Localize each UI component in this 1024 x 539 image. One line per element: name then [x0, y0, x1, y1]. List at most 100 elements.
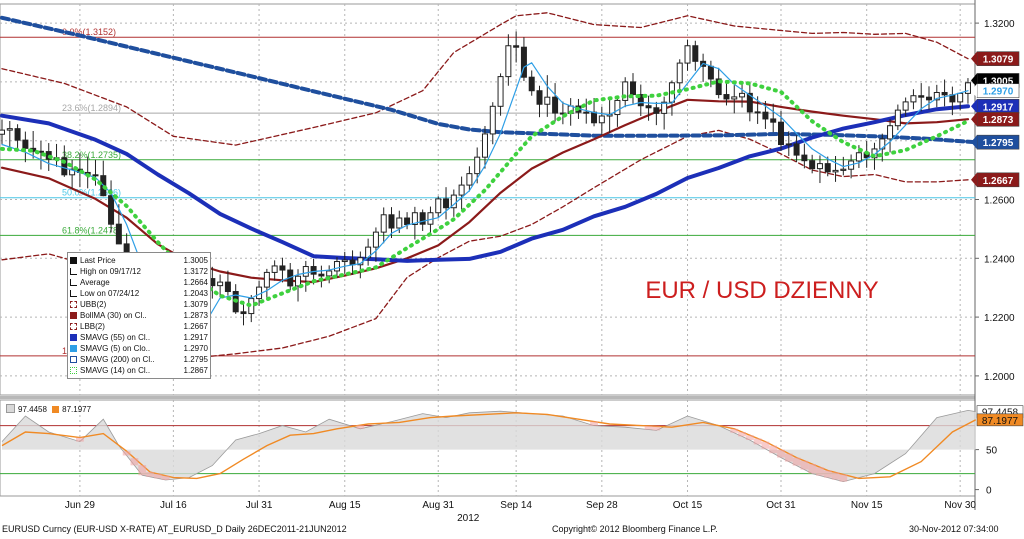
legend-value: 1.2970 — [183, 344, 208, 353]
candle-body — [92, 174, 99, 177]
legend-label: SMAVG (55) on Cl.. — [80, 333, 151, 342]
price-tag-arrow — [971, 135, 977, 150]
oscillator-area-gray — [2, 410, 976, 482]
footer-security-info: EURUSD Curncy (EUR-USD X-RATE) AT_EURUSD… — [2, 524, 347, 534]
candle-body — [411, 212, 418, 225]
price-tag-label: 1.2970 — [983, 87, 1014, 98]
candle-body — [474, 156, 481, 175]
legend-value: 1.2917 — [183, 333, 208, 342]
candle-body — [855, 152, 862, 162]
legend-label: Last Price — [80, 256, 116, 265]
oscillator-tick-label: 50 — [986, 446, 998, 457]
candle-body — [933, 91, 940, 101]
candle-body — [14, 128, 21, 141]
candle-body — [108, 195, 115, 225]
fibonacci-label: 38.2%(1.2735) — [62, 150, 121, 160]
legend-row: Last Price 1.3005 — [70, 255, 208, 266]
oscillator-divergence-fill — [590, 421, 598, 426]
candle-body — [926, 96, 933, 101]
legend-value: 1.3005 — [183, 256, 208, 265]
candle-body — [637, 94, 644, 107]
candle-body — [902, 101, 909, 111]
oscillator-divergence-fill — [146, 472, 154, 477]
legend-label: UBB(2) — [80, 300, 107, 309]
candle-body — [528, 76, 535, 92]
legend-label: LBB(2) — [80, 322, 105, 331]
candle-body — [645, 105, 652, 109]
oscillator-legend-b: 87.1977 — [62, 405, 92, 414]
oscillator-tag-label: 87.1977 — [982, 416, 1019, 427]
candle-body — [217, 281, 224, 287]
oscillator-divergence-fill — [800, 460, 809, 470]
oscillator-divergence-fill — [730, 428, 739, 433]
x-tick-label: Aug 15 — [329, 500, 361, 511]
oscillator-divergence-fill — [153, 473, 162, 479]
candle-body — [380, 214, 387, 233]
candle-body — [388, 214, 395, 229]
oscillator-divergence-fill — [753, 438, 762, 445]
oscillator-divergence-fill — [130, 458, 139, 466]
y-tick-label: 1.3200 — [984, 19, 1015, 30]
candle-body — [910, 95, 917, 103]
candle-body — [372, 231, 379, 248]
candle-body — [692, 45, 699, 62]
y-tick-label: 1.2600 — [984, 196, 1015, 207]
candle-body — [279, 265, 286, 271]
oscillator-divergence-fill — [122, 451, 131, 456]
price-tag-arrow — [971, 83, 977, 98]
candle-body — [271, 265, 278, 273]
candle-body — [723, 94, 730, 100]
price-tag-label: 1.2795 — [983, 138, 1014, 149]
fibonacci-label: 61.8%(1.2478) — [62, 225, 121, 235]
price-tag-arrow — [971, 73, 977, 88]
legend-swatch — [70, 356, 77, 363]
legend-value: 1.2873 — [183, 311, 208, 320]
oscillator-divergence-fill — [823, 470, 832, 478]
legend-swatch — [70, 323, 77, 330]
x-tick-label: Oct 31 — [766, 500, 796, 511]
legend-row: SMAVG (5) on Clo.. 1.2970 — [70, 343, 208, 354]
candle-body — [676, 62, 683, 84]
candle-body — [832, 169, 839, 173]
candle-body — [450, 194, 457, 209]
candle-body — [69, 168, 76, 176]
legend-swatch — [70, 367, 77, 374]
price-tag: 1.2917 — [971, 99, 1020, 114]
fibonacci-label: 50.0%(1.2606) — [62, 188, 121, 198]
candle-body — [115, 223, 122, 245]
candle-body — [427, 212, 434, 225]
candle-body — [739, 92, 746, 98]
x-tick-label: Sep 14 — [500, 500, 532, 511]
candle-body — [661, 101, 668, 114]
x-tick-label: Oct 15 — [673, 500, 703, 511]
legend-swatch — [70, 312, 77, 319]
oscillator-tag: 87.1977 — [976, 413, 1024, 427]
indicator-line-ubb-2- — [1, 12, 969, 146]
footer-copyright: Copyright© 2012 Bloomberg Finance L.P. — [552, 524, 718, 534]
candle-body — [0, 129, 5, 135]
oscillator-divergence-fill — [356, 425, 365, 429]
candle-body — [778, 121, 784, 146]
price-tag-arrow — [971, 172, 977, 187]
candle-body — [614, 99, 621, 116]
candle-body — [871, 148, 878, 159]
price-tag-label: 1.3079 — [983, 55, 1014, 66]
legend-label: Average — [80, 278, 110, 287]
x-year-label: 2012 — [457, 513, 480, 524]
x-tick-label: Jul 16 — [160, 500, 187, 511]
oscillator-divergence-fill — [652, 426, 661, 431]
candle-body — [552, 96, 559, 114]
oscillator-divergence-fill — [808, 464, 817, 474]
panel-separator — [0, 396, 975, 399]
candle-body — [302, 266, 309, 277]
candle-body — [61, 157, 68, 176]
candle-body — [816, 163, 823, 170]
legend-value: 1.2667 — [183, 322, 208, 331]
oscillator-divergence-fill — [761, 441, 770, 449]
price-tag-label: 1.2873 — [983, 115, 1014, 126]
candle-body — [707, 65, 714, 80]
candle-body — [22, 139, 29, 149]
oscillator-divergence-fill — [745, 435, 754, 440]
oscillator-legend: 97.4458 87.1977 — [3, 404, 91, 414]
oscillator-legend-a: 97.4458 — [18, 405, 47, 414]
